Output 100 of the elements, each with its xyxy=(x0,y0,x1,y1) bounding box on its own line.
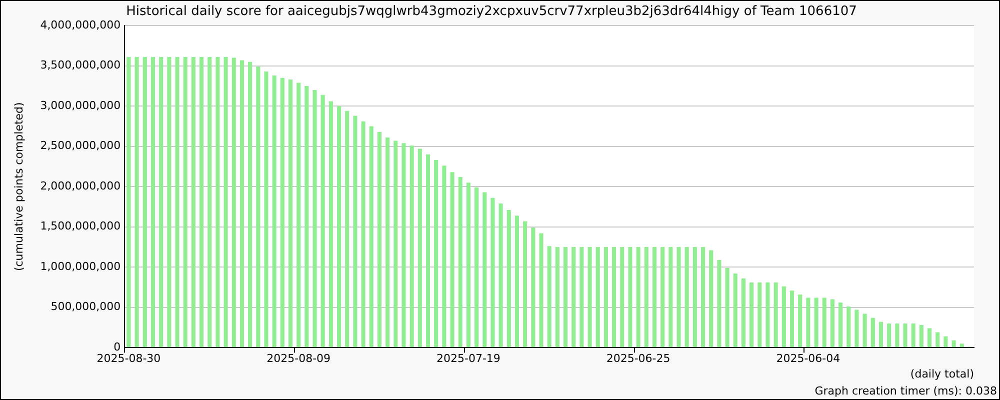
bar xyxy=(142,56,147,348)
bar xyxy=(701,246,706,348)
bar xyxy=(652,246,657,348)
bar xyxy=(636,246,640,348)
bar xyxy=(361,121,366,348)
bar xyxy=(668,246,673,348)
x-tick-label: 2025-06-04 xyxy=(776,352,840,366)
bar xyxy=(175,56,180,348)
bar xyxy=(725,268,730,348)
bar xyxy=(248,62,252,348)
bar xyxy=(256,66,260,348)
bar xyxy=(620,246,624,348)
bar xyxy=(798,294,802,348)
bar xyxy=(337,106,342,348)
bar xyxy=(134,56,139,348)
bar xyxy=(919,325,924,348)
bar xyxy=(539,233,544,348)
bar xyxy=(394,140,398,348)
bar xyxy=(288,80,293,348)
bar xyxy=(369,126,374,348)
bar xyxy=(814,298,818,348)
bar xyxy=(458,176,462,348)
x-tick-label: 2025-08-30 xyxy=(96,352,161,366)
bar xyxy=(822,298,826,348)
bar xyxy=(345,110,350,348)
bar xyxy=(572,246,576,348)
bar xyxy=(952,340,956,348)
bar xyxy=(126,56,131,348)
bar xyxy=(224,56,228,348)
bar xyxy=(806,298,810,348)
y-tick-label: 500,000,000 xyxy=(50,300,121,314)
bar xyxy=(903,323,908,348)
bar xyxy=(482,192,487,348)
bar xyxy=(312,90,317,348)
bar xyxy=(426,154,430,348)
bar xyxy=(442,166,446,348)
bar xyxy=(782,286,786,348)
bar xyxy=(418,148,422,348)
bar xyxy=(790,290,794,348)
y-axis-title: (cumulative points completed) xyxy=(12,102,26,272)
y-tick-label: 2,500,000,000 xyxy=(40,139,121,152)
bar xyxy=(386,137,390,348)
bar xyxy=(531,228,536,348)
bar xyxy=(450,172,454,348)
bar xyxy=(944,336,948,348)
bar xyxy=(596,246,600,348)
bar xyxy=(960,344,964,348)
bar xyxy=(353,116,358,348)
bar xyxy=(183,56,188,348)
bar xyxy=(684,246,689,348)
bar xyxy=(709,250,714,348)
bar xyxy=(766,282,770,348)
bar xyxy=(750,282,754,348)
bar xyxy=(774,282,778,348)
bar xyxy=(692,246,697,348)
x-axis-title: (daily total) xyxy=(910,367,974,380)
bar xyxy=(604,246,608,348)
bar xyxy=(555,246,560,348)
chart-title: Historical daily score for aaicegubjs7wqglwrb43gmoziy2xcpxuv5crv77xrpleu3b2j63dr64l4higy of Team 1066107 xyxy=(126,4,857,20)
bar xyxy=(523,221,528,348)
bar xyxy=(717,260,722,348)
bar xyxy=(676,246,681,348)
bar xyxy=(216,56,220,348)
bar xyxy=(506,210,511,348)
y-tick-label: 0 xyxy=(114,340,121,354)
bar xyxy=(514,216,520,348)
bar xyxy=(150,56,156,348)
bar xyxy=(208,56,212,348)
bar xyxy=(304,86,309,348)
bar xyxy=(911,323,916,348)
bar xyxy=(490,198,495,348)
bar xyxy=(159,56,164,348)
text: Graph creation timer (ms): 0.038 xyxy=(814,384,997,398)
x-tick-label: 2025-07-19 xyxy=(436,352,500,366)
bar xyxy=(854,310,859,348)
bar xyxy=(758,282,762,348)
bar xyxy=(280,78,284,348)
bar xyxy=(895,323,900,348)
bar xyxy=(264,71,268,348)
bar xyxy=(402,143,406,348)
bar xyxy=(272,76,276,348)
bar xyxy=(410,146,414,348)
bar xyxy=(498,204,503,348)
bar xyxy=(328,101,333,348)
bar xyxy=(830,299,834,348)
bar xyxy=(936,332,940,348)
bar xyxy=(167,56,172,348)
bar xyxy=(563,246,568,348)
y-tick-label: 4,000,000,000 xyxy=(40,18,121,32)
bar xyxy=(588,246,592,348)
y-tick-label: 1,000,000,000 xyxy=(40,260,121,273)
y-tick-label: 2,000,000,000 xyxy=(40,179,121,192)
bar xyxy=(232,58,236,348)
bar xyxy=(296,82,301,348)
bar xyxy=(547,246,552,348)
bar xyxy=(434,160,438,348)
bar xyxy=(733,274,738,348)
bar xyxy=(644,246,648,348)
x-tick-label: 2025-08-09 xyxy=(266,352,331,366)
x-tick-label: 2025-06-25 xyxy=(606,352,670,366)
